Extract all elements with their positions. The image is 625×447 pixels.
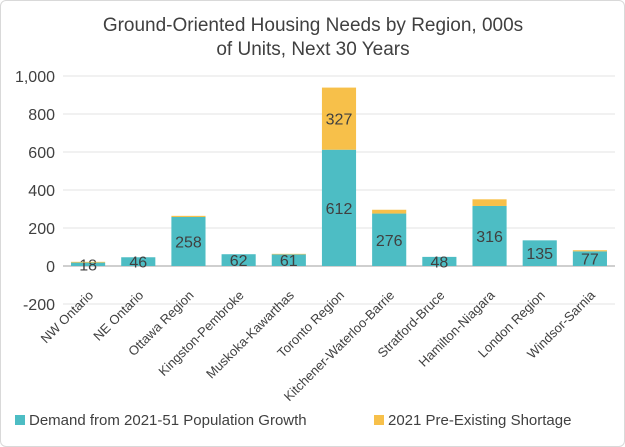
chart-title-line-2: of Units, Next 30 Years xyxy=(216,39,409,60)
data-label: 18 xyxy=(79,257,97,274)
bar-demand xyxy=(221,254,256,266)
legend-label-demand: Demand from 2021-51 Population Growth xyxy=(29,412,307,429)
data-label: 258 xyxy=(175,234,202,251)
bar-shortage xyxy=(321,87,357,150)
data-label: 612 xyxy=(326,201,353,218)
bar-shortage xyxy=(572,250,607,252)
y-tick-label: 600 xyxy=(28,145,55,162)
data-label: 62 xyxy=(230,253,248,270)
data-label: 61 xyxy=(280,253,298,270)
bar-demand xyxy=(422,256,457,266)
x-tick-label: Muskoka-Kawarthas xyxy=(203,287,297,381)
data-label: 276 xyxy=(376,233,403,250)
bar-demand xyxy=(321,149,357,266)
legend-swatch-shortage xyxy=(374,415,384,425)
chart-title-line-1: Ground-Oriented Housing Needs by Region,… xyxy=(103,15,523,36)
bar-shortage xyxy=(71,261,106,263)
y-tick-label: 0 xyxy=(46,259,55,276)
data-label: 77 xyxy=(581,252,599,269)
data-label: 48 xyxy=(430,254,448,271)
bar-demand xyxy=(572,251,607,266)
y-tick-label: -200 xyxy=(23,297,55,314)
bar-demand xyxy=(522,240,557,266)
bar-shortage xyxy=(372,209,407,214)
data-label: 135 xyxy=(526,246,553,263)
bar-demand xyxy=(472,205,507,266)
data-label: 316 xyxy=(476,229,503,246)
bar-shortage xyxy=(171,215,206,217)
legend-label-shortage: 2021 Pre-Existing Shortage xyxy=(388,412,571,429)
bar-demand xyxy=(271,254,306,266)
bar-demand xyxy=(121,257,156,266)
bar-demand xyxy=(71,262,106,266)
bar-shortage xyxy=(271,253,306,255)
y-tick-label: 1,000 xyxy=(15,69,55,86)
bar-demand xyxy=(372,213,407,266)
data-label: 46 xyxy=(129,255,147,272)
y-tick-label: 400 xyxy=(28,183,55,200)
bar-shortage xyxy=(472,199,507,206)
bar-demand xyxy=(171,216,206,266)
legend-swatch-demand xyxy=(15,415,25,425)
data-label: 327 xyxy=(326,112,353,129)
y-tick-label: 800 xyxy=(28,107,55,124)
y-tick-label: 200 xyxy=(28,221,55,238)
x-tick-label: Kingston-Pembroke xyxy=(155,288,246,379)
